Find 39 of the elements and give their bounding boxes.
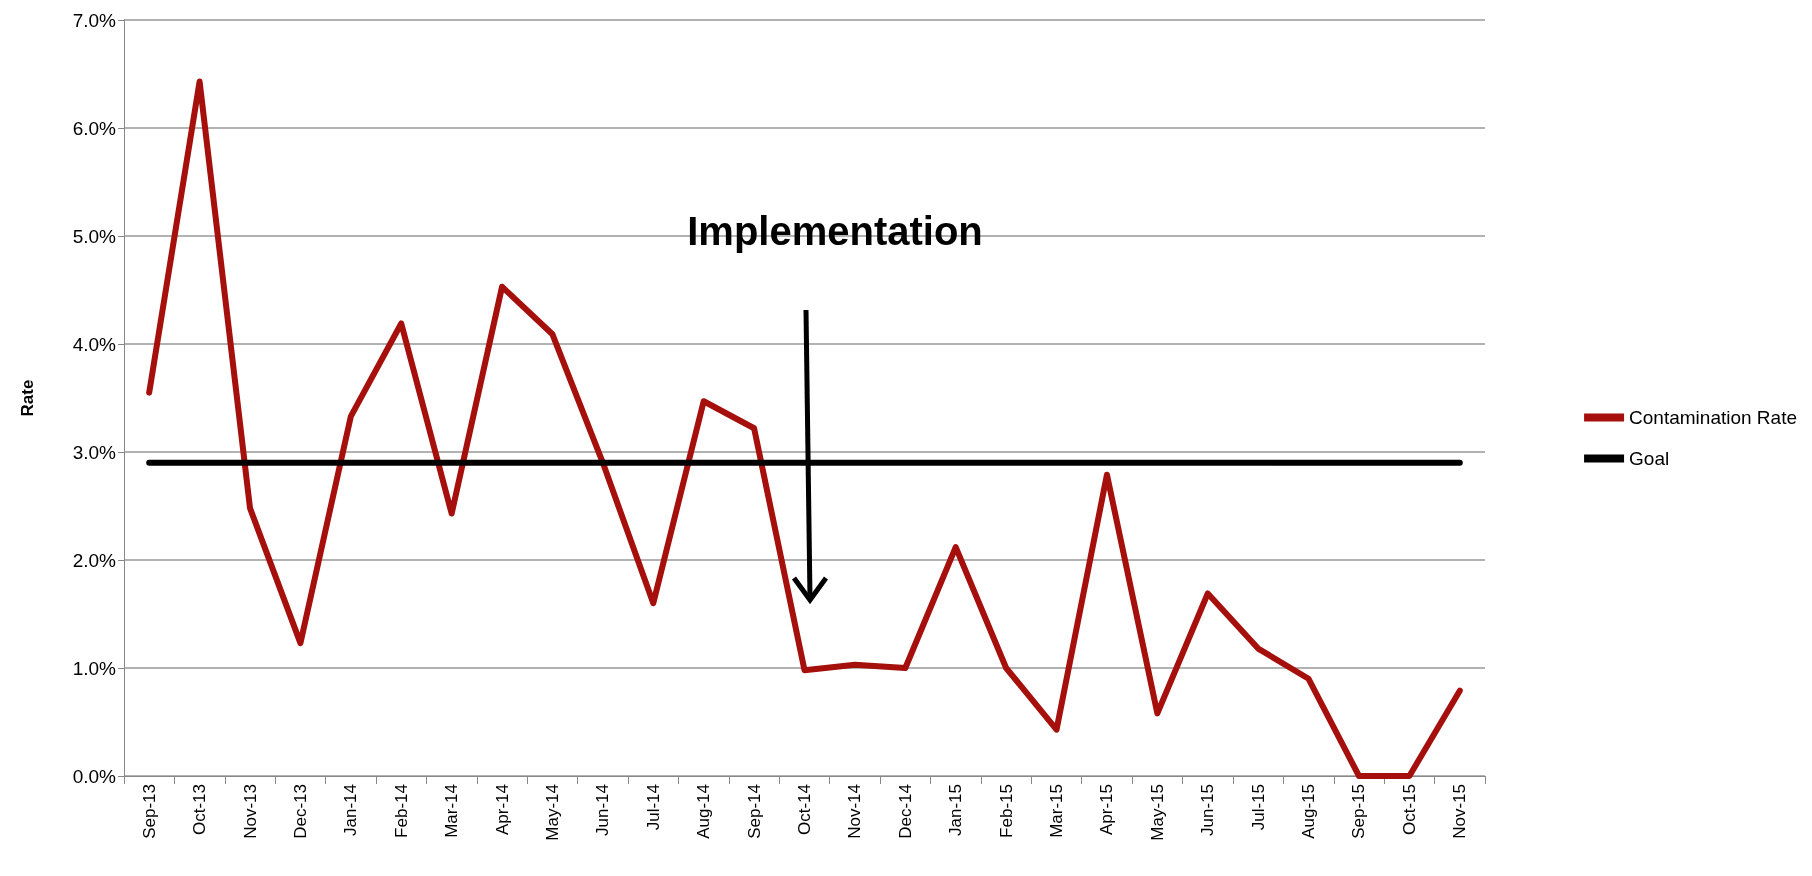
y-tick-label: 1.0% — [72, 657, 117, 679]
annotation: Implementation — [687, 209, 983, 253]
x-tick-label: Oct-14 — [795, 784, 814, 836]
y-axis-title: Rate — [18, 379, 37, 417]
x-tick-label: Dec-14 — [895, 784, 915, 839]
x-tick-label: Jun-15 — [1198, 784, 1218, 836]
y-tick-label: 0.0% — [72, 765, 117, 787]
x-tick-label: Jul-15 — [1248, 784, 1268, 831]
x-tick-label: Jan-14 — [341, 784, 361, 836]
x-tick-label: Aug-14 — [694, 784, 714, 839]
x-tick-label: May-15 — [1147, 784, 1167, 841]
x-tick-label: Aug-15 — [1299, 784, 1319, 839]
y-tick-label: 4.0% — [72, 333, 117, 355]
x-tick-label: Apr-15 — [1097, 784, 1117, 836]
x-tick-label: Mar-15 — [1047, 784, 1067, 838]
y-tick-label: 3.0% — [72, 441, 117, 463]
x-tick-label: Dec-13 — [290, 784, 310, 839]
x-tick-label: Jan-15 — [946, 784, 966, 836]
x-tick-label: Nov-14 — [845, 784, 865, 839]
x-tick-label: Nov-13 — [240, 784, 260, 839]
x-tick-label: Mar-14 — [442, 784, 462, 838]
x-tick-label: Oct-15 — [1399, 784, 1419, 836]
x-tick-label: Jul-14 — [643, 784, 663, 831]
y-tick-label: 5.0% — [72, 225, 117, 247]
y-tick-label: 2.0% — [72, 549, 117, 571]
legend-label: Contamination Rate — [1629, 407, 1798, 428]
x-tick-label: Sep-15 — [1349, 784, 1369, 839]
x-tick-label: Feb-15 — [996, 784, 1016, 838]
x-tick-label: Sep-13 — [139, 784, 159, 839]
y-tick-label: 6.0% — [72, 117, 117, 139]
legend-label: Goal — [1629, 448, 1670, 469]
y-tick-label: 7.0% — [72, 9, 117, 31]
x-tick-label: Nov-15 — [1450, 784, 1470, 839]
x-tick-label: Apr-14 — [492, 784, 512, 836]
x-tick-label: Jun-14 — [593, 784, 613, 836]
x-tick-label: Feb-14 — [391, 784, 411, 838]
x-tick-label: Oct-13 — [190, 784, 210, 836]
x-tick-label: Sep-14 — [744, 784, 764, 839]
x-tick-label: May-14 — [542, 784, 562, 841]
